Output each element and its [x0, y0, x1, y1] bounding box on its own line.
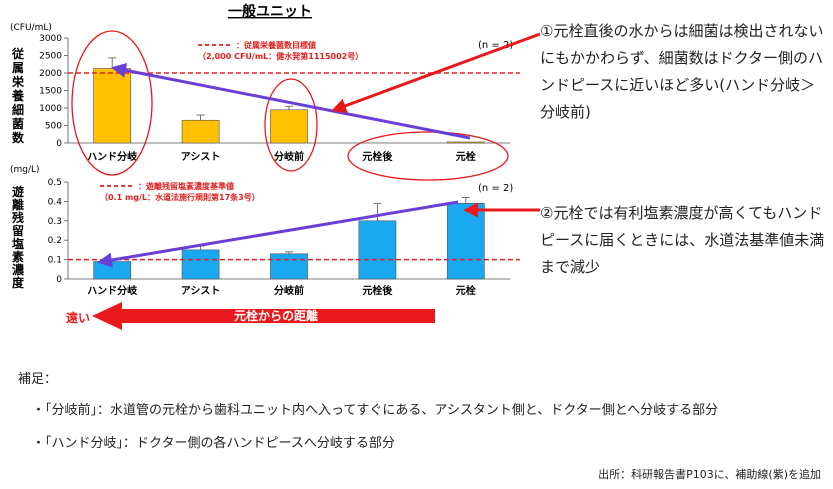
chart1-bar — [270, 109, 308, 144]
chart2-category-label: 元栓後 — [362, 284, 393, 297]
highlight-ellipse-bunki-mae — [264, 78, 318, 172]
chart2-ytick-label: 0.4 — [48, 197, 63, 207]
chart1-ytick-label: 500 — [45, 122, 62, 132]
chart2-ytick-label: 0.1 — [48, 256, 62, 266]
y-axis-label-char: 留 — [12, 223, 24, 238]
y-axis-label-char: 属 — [12, 61, 24, 75]
y-axis-label-char: 濃 — [12, 262, 25, 277]
supplement-item-bunki-mae: ・「分岐前」：水道管の元栓から歯科ユニット内へ入ってすぐにある、アシスタント側と… — [32, 403, 719, 418]
y-axis-label-char: 度 — [12, 275, 25, 290]
chart2-ytick-label: 0 — [56, 275, 62, 285]
y-axis-label-char: 従 — [11, 46, 25, 61]
chart1-bar — [93, 68, 132, 144]
chart2-n-label: (n = 2) — [478, 183, 513, 194]
supplement-title: 補足： — [18, 372, 58, 387]
chart1-plot: 0 500 1000 1500 2000 2500 3000 ハンド分岐 アシスト 分岐前 元栓後 元… — [39, 34, 520, 163]
highlight-ellipse-motosen — [347, 131, 509, 181]
chart2-category-label: 分岐前 — [274, 284, 304, 297]
chart1-category-label: 分岐前 — [274, 150, 304, 163]
chart2-category-label: 元栓 — [456, 284, 476, 297]
y-axis-label-char: 養 — [11, 88, 24, 103]
y-axis-label-char: 細 — [12, 102, 24, 117]
chart2-category-label: アシスト — [181, 285, 221, 297]
chart2-bar — [270, 253, 308, 280]
chart2-bar — [446, 203, 485, 280]
y-axis-label-char: 離 — [12, 197, 24, 212]
y-axis-label-char: 数 — [12, 130, 25, 145]
chart2-unit-label: (mg/L) — [10, 165, 40, 175]
guide-arrow-bacteria — [111, 62, 471, 140]
chart1-category-label: 元栓後 — [362, 150, 393, 163]
chart2-category-label: ハンド分岐 — [87, 284, 137, 297]
chart2-plot: 0 0.1 0.2 0.3 0.4 0.5 ハンド分岐 アシスト 分岐前 元栓後 元栓 ：遊離残留塩素… — [48, 178, 520, 297]
chart2-legend-label: ：遊離残留塩素濃度基準値 — [138, 181, 234, 191]
chart1-ytick-label: 3000 — [39, 34, 62, 44]
chart1-title: 一般ユニット — [228, 3, 312, 20]
supplement-section: 補足： ・「分岐前」：水道管の元栓から歯科ユニット内へ入ってすぐにある、アシスタ… — [18, 368, 828, 465]
chart1-legend-label: ：従属栄養菌数目標値 — [236, 40, 316, 50]
chart2-bar — [93, 261, 132, 280]
chart1-category-label: ハンド分岐 — [87, 150, 137, 163]
y-axis-label-char: 塩 — [12, 236, 24, 251]
distance-arrow-label: 元栓からの距離 — [234, 308, 318, 323]
chart1-unit-label: (CFU/mL) — [10, 23, 52, 33]
distance-arrow: 遠い 元栓からの距離 — [66, 302, 435, 330]
y-axis-label-char: 残 — [12, 210, 24, 225]
annotation-note-2: ②元栓では有利塩素濃度が高くてもハンドピースに届くときには、水道法基準値未満まで… — [540, 204, 825, 276]
chart2-ytick-label: 0.5 — [48, 178, 62, 188]
chart2-bar — [181, 249, 220, 280]
y-axis-label-char: 菌 — [12, 116, 24, 131]
annotation-arrow-1 — [331, 32, 540, 113]
y-axis-label-char: 遊 — [12, 184, 24, 199]
chart2-legend-detail: （0.1 mg/L：水道法施行規則第17条3号） — [100, 192, 260, 202]
chart1-ytick-label: 2500 — [39, 52, 62, 62]
chart1-legend-detail: （2,000 CFU/mL：健水発第1115002号） — [198, 51, 363, 61]
chart2-y-axis-label: 遊離残留塩素濃度 — [12, 184, 25, 290]
chart2-ytick-label: 0.3 — [48, 217, 62, 227]
chart1-ytick-label: 1000 — [39, 104, 62, 114]
chart1-category-label: アシスト — [181, 151, 221, 163]
chart1-bar — [181, 119, 220, 144]
annotation-note-1: ①元栓直後の水からは細菌は検出されないにもかかわらず、細菌数はドクター側のハンド… — [540, 22, 824, 121]
chart1-ytick-label: 1500 — [39, 87, 62, 97]
supplement-item-hand-bunki: ・「ハンド分岐」：ドクター側の各ハンドピースへ分岐する部分 — [32, 436, 395, 451]
chart2-bar — [358, 220, 397, 280]
chart1-ytick-label: 2000 — [39, 69, 62, 79]
distance-arrow-far-label: 遠い — [66, 310, 90, 325]
highlight-ellipse-hand-bunki — [71, 30, 153, 176]
chart2-ytick-label: 0.2 — [48, 236, 62, 246]
y-axis-label-char: 栄 — [11, 74, 25, 89]
source-note: 出所：科研報告書P103に、補助線(紫)を追加 — [598, 468, 821, 481]
chart1-bar — [446, 141, 485, 144]
y-axis-label-char: 素 — [12, 249, 24, 264]
chart1-n-label: (n = 2) — [478, 40, 513, 51]
chart1-category-label: 元栓 — [456, 150, 476, 163]
guide-arrow-chlorine — [97, 200, 459, 268]
chart1-ytick-label: 0 — [56, 139, 62, 149]
